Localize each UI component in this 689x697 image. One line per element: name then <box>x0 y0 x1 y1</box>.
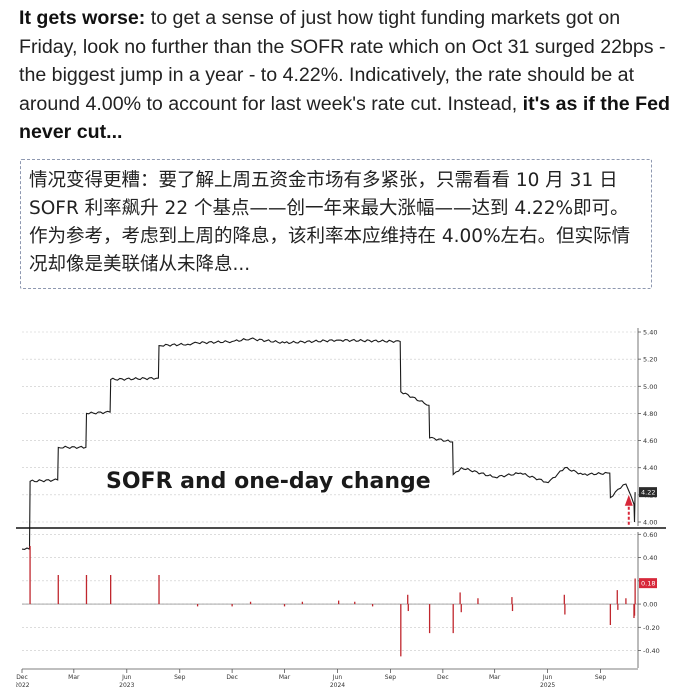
change-y-tick-label: 0.00 <box>643 601 657 609</box>
sofr-y-tick-label: 4.40 <box>643 464 657 472</box>
sofr-rate-panel: 5.405.205.004.804.604.404.204.004.22 <box>16 328 666 550</box>
change-current-value-label: 0.18 <box>641 580 655 588</box>
sofr-chart: 5.405.205.004.804.604.404.204.004.22 0.6… <box>16 328 666 689</box>
chinese-translation-box: 情况变得更糟：要了解上周五资金市场有多紧张，只需看看 10 月 31 日 SOF… <box>20 159 652 289</box>
sofr-y-tick-label: 4.80 <box>643 410 657 418</box>
change-current-tag <box>639 578 657 589</box>
one-day-change-panel: 0.600.400.200.00-0.20-0.400.18DecMarJunS… <box>16 531 660 689</box>
x-tick-label: Dec <box>16 674 28 681</box>
x-tick-label: Dec <box>437 674 449 681</box>
change-y-tick-label: -0.40 <box>643 647 660 655</box>
sofr-y-tick-label: 4.60 <box>643 437 657 445</box>
sofr-y-tick-label: 5.40 <box>643 329 657 337</box>
sofr-current-value-label: 4.22 <box>641 489 655 497</box>
x-tick-label: Mar <box>68 674 80 681</box>
sofr-series-line <box>21 337 636 550</box>
x-year-label: 2024 <box>330 682 345 689</box>
x-tick-label: Jun <box>332 674 343 681</box>
english-body: to get a sense of just how tight funding… <box>19 7 666 115</box>
english-lead: It gets worse: <box>19 7 146 29</box>
change-y-tick-label: 0.60 <box>643 531 657 539</box>
x-tick-label: Mar <box>279 674 291 681</box>
x-tick-label: Sep <box>385 674 397 681</box>
x-year-label: 2023 <box>119 682 134 689</box>
english-tail: it's as if the Fed never cut... <box>19 92 670 144</box>
sofr-current-tag <box>639 487 657 498</box>
x-year-label: 2025 <box>540 682 555 689</box>
x-tick-label: Jun <box>121 674 132 681</box>
x-tick-label: Sep <box>174 674 186 681</box>
x-year-label: 2022 <box>16 682 30 689</box>
x-tick-label: Sep <box>595 674 607 681</box>
sofr-y-tick-label: 5.00 <box>643 383 657 391</box>
sofr-y-tick-label: 4.00 <box>643 519 657 527</box>
chart-title: SOFR and one-day change <box>106 469 431 494</box>
english-paragraph: It gets worse: to get a sense of just ho… <box>19 4 679 147</box>
sofr-y-tick-label: 5.20 <box>643 356 657 364</box>
change-y-tick-label: -0.20 <box>643 624 660 632</box>
x-tick-label: Mar <box>489 674 501 681</box>
jump-arrow-head <box>624 494 633 506</box>
chinese-paragraph: 情况变得更糟：要了解上周五资金市场有多紧张，只需看看 10 月 31 日 SOF… <box>29 170 631 275</box>
x-tick-label: Dec <box>226 674 238 681</box>
x-tick-label: Jun <box>542 674 553 681</box>
change-y-tick-label: 0.40 <box>643 554 657 562</box>
